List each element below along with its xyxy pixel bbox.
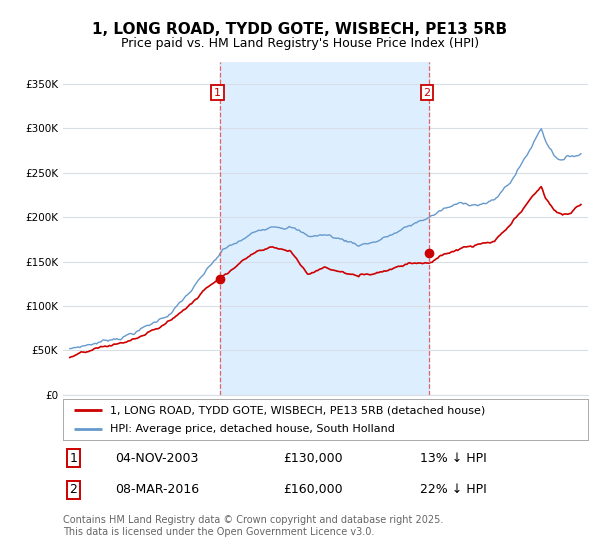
Text: £130,000: £130,000 xyxy=(284,451,343,465)
Bar xyxy=(220,62,430,395)
Text: 08-MAR-2016: 08-MAR-2016 xyxy=(115,483,200,496)
Text: Price paid vs. HM Land Registry's House Price Index (HPI): Price paid vs. HM Land Registry's House … xyxy=(121,37,479,50)
Text: Contains HM Land Registry data © Crown copyright and database right 2025.
This d: Contains HM Land Registry data © Crown c… xyxy=(63,515,443,537)
Text: HPI: Average price, detached house, South Holland: HPI: Average price, detached house, Sout… xyxy=(110,424,395,433)
Text: 04-NOV-2003: 04-NOV-2003 xyxy=(115,451,199,465)
Text: 1: 1 xyxy=(70,451,77,465)
Text: 13% ↓ HPI: 13% ↓ HPI xyxy=(420,451,487,465)
Text: 22% ↓ HPI: 22% ↓ HPI xyxy=(420,483,487,496)
Text: 1: 1 xyxy=(214,88,221,97)
Text: 1, LONG ROAD, TYDD GOTE, WISBECH, PE13 5RB: 1, LONG ROAD, TYDD GOTE, WISBECH, PE13 5… xyxy=(92,22,508,38)
Text: 2: 2 xyxy=(70,483,77,496)
Text: £160,000: £160,000 xyxy=(284,483,343,496)
Text: 2: 2 xyxy=(424,88,430,97)
Text: 1, LONG ROAD, TYDD GOTE, WISBECH, PE13 5RB (detached house): 1, LONG ROAD, TYDD GOTE, WISBECH, PE13 5… xyxy=(110,405,485,415)
